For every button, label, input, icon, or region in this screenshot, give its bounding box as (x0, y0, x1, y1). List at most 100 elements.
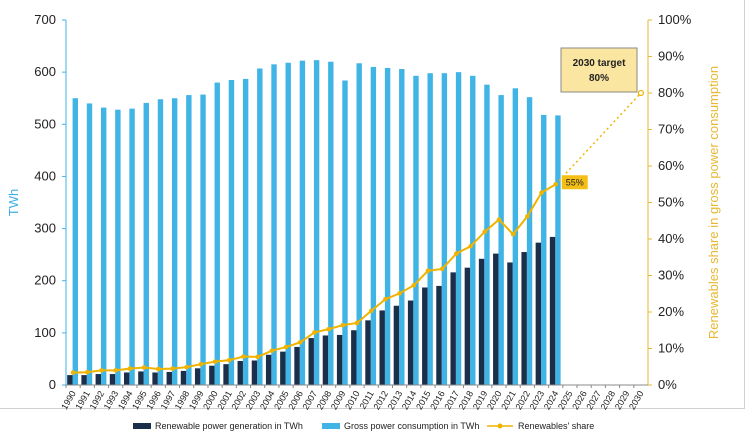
bar-consumption-1994 (129, 108, 135, 386)
bar-renewable-2007 (308, 338, 314, 385)
bar-consumption-2003 (257, 68, 263, 385)
bar-consumption-2020 (498, 95, 504, 385)
share-point-2014 (411, 283, 417, 288)
bar-renewable-2010 (351, 330, 357, 385)
bar-consumption-2014 (413, 75, 419, 386)
y2-tick-label-2: 20% (658, 304, 684, 319)
bar-consumption-2004 (271, 64, 277, 386)
y2-tick-label-7: 70% (658, 122, 684, 137)
x-tick-label-2030: 2030 (627, 389, 646, 411)
y2-tick-label-0: 0% (658, 377, 677, 392)
share-point-2022 (525, 214, 530, 219)
bar-consumption-2021 (512, 88, 519, 386)
bar-consumption-2022 (526, 97, 533, 386)
share-point-2007 (312, 330, 317, 335)
bar-renewable-1990 (67, 375, 73, 385)
current-share-label: 55% (566, 177, 584, 187)
current-share-box (561, 175, 588, 190)
bar-renewable-1994 (123, 372, 130, 385)
bar-renewable-2011 (365, 320, 371, 385)
bar-consumption-2008 (328, 61, 334, 385)
share-target-trend-line (555, 92, 642, 185)
y-tick-label-500: 500 (34, 116, 56, 131)
bar-renewable-2021 (507, 262, 513, 385)
bar-consumption-2010 (356, 63, 362, 386)
share-point-2009 (340, 322, 346, 328)
share-point-2023 (539, 190, 544, 195)
legend-label-share: Renewables' share (518, 421, 594, 431)
share-point-2004 (269, 348, 275, 353)
share-point-1991 (84, 369, 90, 375)
bar-renewable-2013 (393, 305, 400, 385)
bar-consumption-2016 (441, 73, 448, 385)
x-tick-label-2010: 2010 (343, 389, 362, 411)
bar-consumption-2017 (455, 72, 462, 386)
y2-tick-label-6: 60% (658, 158, 684, 173)
bar-consumption-2015 (427, 73, 433, 385)
bar-renewable-2020 (493, 253, 499, 385)
bar-renewable-1997 (166, 371, 172, 385)
bar-renewable-2000 (209, 365, 215, 385)
target-label-line1: 2030 target (573, 58, 626, 69)
share-point-2021 (510, 231, 516, 237)
share-target-point (637, 89, 645, 97)
bar-consumption-2000 (214, 82, 220, 386)
current-share-callout: 55% (561, 175, 588, 190)
target-callout-box (560, 47, 638, 93)
bar-consumption-2001 (228, 79, 235, 385)
y-tick-label-100: 100 (34, 325, 56, 340)
share-point-2013 (397, 291, 402, 296)
share-point-2019 (482, 229, 488, 234)
legend-swatch-renewable (133, 423, 151, 429)
share-point-2008 (326, 326, 331, 332)
bar-consumption-2002 (242, 78, 249, 386)
bar-consumption-2024 (555, 115, 561, 386)
y-tick-label-200: 200 (34, 273, 56, 288)
bar-renewable-1999 (194, 368, 201, 385)
share-point-1997 (170, 366, 175, 371)
bar-renewable-2022 (521, 252, 527, 385)
y2-tick-label-5: 50% (658, 195, 684, 210)
share-point-1999 (198, 361, 204, 367)
bar-renewable-2008 (322, 335, 329, 385)
bar-renewable-1996 (152, 372, 158, 385)
bar-renewable-2019 (478, 258, 485, 385)
bar-consumption-1996 (157, 99, 164, 385)
bar-consumption-2023 (541, 114, 547, 386)
y2-tick-label-8: 80% (658, 85, 684, 100)
bar-consumption-2007 (313, 60, 320, 386)
share-point-2024 (553, 181, 559, 187)
legend-label-renewable: Renewable power generation in TWh (155, 421, 303, 431)
bar-renewable-1993 (109, 374, 116, 385)
y2-tick-label-10: 100% (658, 12, 692, 27)
bar-renewable-2024 (549, 236, 556, 385)
legend-swatch-share-marker (497, 423, 503, 429)
share-point-2012 (383, 296, 388, 302)
bar-consumption-2005 (285, 62, 291, 385)
bar-consumption-2019 (484, 84, 490, 386)
bar-renewable-2001 (223, 364, 229, 385)
bar-consumption-1992 (100, 107, 107, 385)
chart-frame (0, 0, 745, 409)
share-point-1995 (141, 365, 147, 370)
bar-renewable-2014 (407, 300, 414, 385)
bars-layer (67, 60, 561, 386)
y2-tick-label-1: 10% (658, 341, 684, 356)
bar-renewable-2017 (450, 272, 456, 385)
bar-renewable-1998 (180, 370, 187, 385)
bar-consumption-1993 (115, 109, 121, 385)
share-point-2011 (368, 308, 374, 314)
bar-renewable-2018 (464, 267, 471, 385)
share-point-2003 (255, 354, 260, 360)
bar-consumption-1991 (86, 103, 93, 385)
bar-consumption-1999 (200, 94, 206, 386)
share-line-layer (70, 89, 645, 375)
bar-renewable-2015 (422, 287, 428, 385)
bar-consumption-1995 (143, 102, 149, 386)
legend: Renewable power generation in TWh Gross … (133, 421, 594, 431)
y2-axis-title: Renewables share in gross power consumpt… (706, 66, 721, 339)
bar-renewable-1991 (81, 375, 87, 385)
bar-consumption-2011 (370, 66, 377, 385)
y-tick-label-300: 300 (34, 221, 56, 236)
legend-swatch-consumption (322, 423, 340, 429)
